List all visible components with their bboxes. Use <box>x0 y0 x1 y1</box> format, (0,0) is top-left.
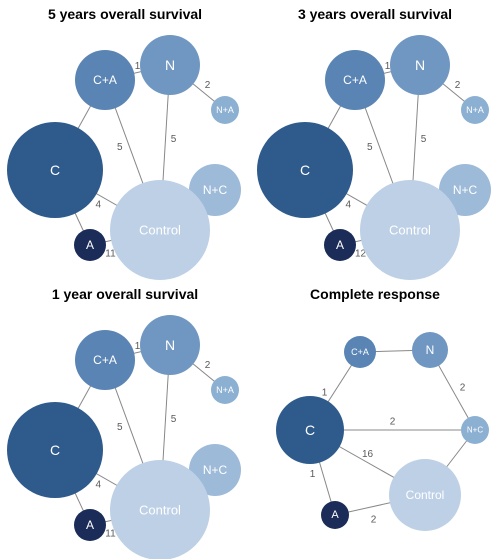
node-label: C <box>50 442 60 458</box>
panel-p3y: 3 years overall survival2125254312CC+ANN… <box>250 0 500 280</box>
node-label: N+C <box>467 426 483 435</box>
node-label: N <box>165 337 175 353</box>
edge-label: 2 <box>390 417 396 428</box>
edge-label: 1 <box>135 341 141 352</box>
edge-label: 1 <box>322 388 328 399</box>
network-svg: 2125254311CC+ANN+AN+CControlA <box>0 280 250 559</box>
node-label: C <box>50 162 60 178</box>
edge-label: 5 <box>367 142 373 153</box>
node-label: C <box>300 162 310 178</box>
edge-label: 1 <box>385 61 391 72</box>
node-label: N+C <box>453 183 478 197</box>
node-label: C+A <box>93 73 117 87</box>
edge-label: 4 <box>345 200 351 211</box>
network-svg: 2125254312CC+ANN+AN+CControlA <box>250 0 500 280</box>
edge-label: 2 <box>455 80 461 91</box>
node-label: Control <box>406 488 445 502</box>
panel-pcr: Complete response1221162CC+ANN+CControlA <box>250 280 500 559</box>
node-label: N+A <box>216 385 234 395</box>
edge-label: 5 <box>421 134 427 145</box>
node-label: N+C <box>203 183 228 197</box>
edge-label: 2 <box>205 80 211 91</box>
nodes-group: C C+A N N+A N+C Control A <box>7 315 241 559</box>
network-svg: 2125254311CC+ANN+AN+CControlA <box>0 0 250 280</box>
edge-label: 4 <box>95 480 101 491</box>
node-label: C+A <box>351 347 369 357</box>
edge-label: 5 <box>171 134 177 145</box>
nodes-group: C C+A N N+C Control A <box>276 332 489 531</box>
node-label: N+C <box>203 463 228 477</box>
node-label: C <box>305 422 315 438</box>
node-label: C+A <box>93 353 117 367</box>
node-label: A <box>336 238 344 252</box>
node-label: Control <box>139 223 181 238</box>
edge-label: 1 <box>310 469 316 480</box>
node-label: A <box>86 238 94 252</box>
node-label: N <box>426 343 435 357</box>
edge-label: 16 <box>362 449 374 460</box>
edge-label: 2 <box>371 515 377 526</box>
node-label: N <box>165 57 175 73</box>
nodes-group: C C+A N N+A N+C Control A <box>257 35 491 280</box>
node-label: N+A <box>466 105 484 115</box>
node-label: Control <box>389 223 431 238</box>
edge-label: 2 <box>205 360 211 371</box>
figure-stage: 5 years overall survival2125254311CC+ANN… <box>0 0 500 559</box>
edge-label: 5 <box>171 414 177 425</box>
node-label: Control <box>139 503 181 518</box>
edge-label: 5 <box>117 422 123 433</box>
node-label: A <box>331 509 339 521</box>
edge-label: 5 <box>117 142 123 153</box>
node-label: A <box>86 518 94 532</box>
node-label: N <box>415 57 425 73</box>
node-label: C+A <box>343 73 367 87</box>
edge-label: 2 <box>460 383 466 394</box>
edge-label: 1 <box>135 61 141 72</box>
panel-p5y: 5 years overall survival2125254311CC+ANN… <box>0 0 250 280</box>
network-svg: 1 2 2 1 16 2 C C+A N N+C Control A <box>250 280 500 559</box>
panel-p1y: 1 year overall survival2125254311CC+ANN+… <box>0 280 250 559</box>
node-label: N+A <box>216 105 234 115</box>
edge-label: 4 <box>95 200 101 211</box>
nodes-group: C C+A N N+A N+C Control A <box>7 35 241 280</box>
